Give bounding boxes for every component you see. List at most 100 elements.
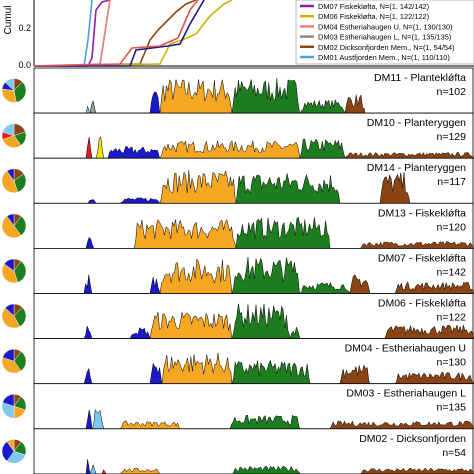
pie-7	[1, 394, 27, 419]
legend-entry-2: DM04 Estheriahaugen U, N=(1, 130/130)	[300, 22, 453, 31]
area-2-2	[159, 169, 237, 204]
panel-n-6: n=130	[437, 357, 467, 369]
panel-n-0: n=102	[437, 86, 467, 98]
cumulative-plot: Cumul 0.2 0.0 DM07 Fiskekløfta, N=(1, 14…	[3, 0, 474, 70]
cumulative-line-0	[34, 0, 93, 67]
panel-2: DM14 - Planteryggen n=117	[1, 157, 474, 204]
panel-label-0: DM11 - Planteklǿfta	[374, 72, 466, 84]
area-5-4	[289, 326, 301, 339]
area-5-3	[231, 303, 291, 339]
panel-6: DM04 - Estheriahaugen U n=130	[1, 338, 474, 385]
panel-n-5: n=122	[437, 312, 467, 324]
panel-frame-8	[33, 428, 474, 474]
pie-3	[1, 213, 27, 238]
pie-slice-6-2	[1, 357, 22, 374]
panel-label-5: DM06 - Fiskeklǿfta	[378, 298, 466, 310]
cumulative-lines	[33, 0, 233, 67]
pie-slice-2-3	[6, 168, 15, 182]
legend-entry-4: DM02 Dicksonfjorden Mem., N=(1, 54/54)	[300, 43, 455, 52]
panel-label-3: DM13 - Fiskeklǿfta	[378, 207, 466, 219]
area-6-3	[231, 359, 311, 384]
legend-label-3: DM03 Estheriahaugen L, N=(1, 135/135)	[318, 33, 451, 42]
area-6-2	[161, 353, 233, 384]
legend-label-4: DM02 Dicksonfjorden Mem., N=(1, 54/54)	[318, 43, 455, 52]
area-7-3	[229, 414, 301, 430]
area-5-2	[149, 312, 233, 339]
distribution-panels: DM11 - Planteklǿfta n=102 DM10 - Planteryg…	[1, 67, 474, 474]
pie-slice-3-3	[6, 213, 15, 227]
pie-5	[1, 303, 27, 329]
area-2-3	[235, 173, 341, 204]
area-1-3	[159, 140, 301, 159]
area-2-1	[119, 197, 161, 204]
area-3-1	[133, 218, 237, 249]
pie-slice-6-3	[2, 348, 15, 362]
legend-label-0: DM07 Fiskekløfta, N=(1, 142/142)	[318, 2, 429, 11]
cumulative-line-2	[33, 0, 197, 67]
area-6-4	[339, 364, 371, 384]
pie-4	[1, 258, 27, 284]
pie-8	[1, 439, 27, 464]
pie-slice-5-3	[4, 303, 15, 317]
area-6-5	[394, 371, 474, 384]
area-3-2	[235, 216, 331, 249]
area-1-4	[299, 138, 346, 159]
area-1-5	[344, 152, 474, 159]
pie-slice-5-2	[1, 307, 21, 329]
panel-label-6: DM04 - Estheriahaugen U	[345, 343, 466, 355]
legend-label-1: DM06 Fiskekløfta, N=(1, 122/122)	[318, 12, 429, 21]
panel-n-4: n=142	[437, 266, 467, 278]
area-7-4	[329, 420, 474, 430]
area-0-6	[344, 94, 366, 114]
area-5-5	[384, 324, 474, 339]
panel-n-1: n=129	[437, 131, 467, 143]
panel-label-4: DM07 - Fiskeklǿfta	[378, 252, 466, 264]
panel-7: DM03 - Estheriahaugen L n=135	[1, 383, 474, 430]
panel-n-2: n=117	[437, 176, 466, 188]
panel-label-1: DM10 - Planteryggen	[367, 117, 466, 129]
area-0-5	[299, 98, 346, 114]
pie-6	[1, 348, 27, 374]
cumulative-line-3	[33, 0, 111, 67]
area-7-1	[91, 408, 105, 430]
area-2-4	[379, 172, 411, 204]
area-4-3	[231, 257, 301, 294]
panel-0: DM11 - Planteklǿfta n=102	[1, 67, 474, 114]
area-4-2	[159, 258, 233, 294]
cumulative-line-4	[33, 0, 111, 67]
panel-5: DM06 - Fiskeklǿfta n=122	[1, 293, 474, 339]
panel-n-8: n=54	[442, 447, 466, 459]
legend-label-2: DM04 Estheriahaugen U, N=(1, 130/130)	[318, 22, 453, 31]
panel-label-2: DM14 - Planteryggen	[367, 162, 466, 174]
area-8-4	[231, 465, 301, 474]
pie-slice-3-2	[1, 215, 22, 238]
area-8-5	[359, 467, 474, 474]
pie-0	[1, 78, 27, 103]
panel-n-3: n=120	[437, 221, 467, 233]
area-7-2	[119, 420, 181, 430]
cumulative-line-1	[34, 0, 111, 67]
panel-label-7: DM03 - Estheriahaugen L	[346, 388, 466, 400]
legend-label-5: DM01 Austfjorden Mem., N=(1, 110/110)	[318, 53, 450, 62]
pie-2	[1, 168, 27, 193]
area-1-2	[107, 146, 161, 159]
legend: DM07 Fiskekløfta, N=(1, 142/142)DM06 Fis…	[295, 0, 474, 65]
area-3-3	[359, 241, 474, 249]
area-5-1	[129, 327, 151, 339]
ytick-label-0-0: 0.0	[18, 60, 31, 70]
pie-1	[1, 123, 27, 148]
area-4-4	[299, 281, 351, 294]
pie-slice-0-1	[13, 81, 27, 103]
pie-slice-0-2	[1, 88, 17, 103]
panel-label-8: DM02 - Dicksonfjorden	[359, 433, 466, 445]
pie-slice-7-4	[2, 394, 15, 407]
pie-slice-4-2	[1, 263, 18, 284]
legend-entry-5: DM01 Austfjorden Mem., N=(1, 110/110)	[300, 53, 450, 62]
panel-4: DM07 - Fiskeklǿfta n=142	[1, 247, 474, 294]
legend-box	[295, 0, 474, 65]
cumulative-ylabel: Cumul	[3, 6, 14, 35]
legend-entry-3: DM03 Estheriahaugen L, N=(1, 135/135)	[300, 33, 451, 42]
ytick-label-0-2: 0.2	[18, 23, 31, 33]
pie-slice-8-4	[6, 439, 15, 452]
